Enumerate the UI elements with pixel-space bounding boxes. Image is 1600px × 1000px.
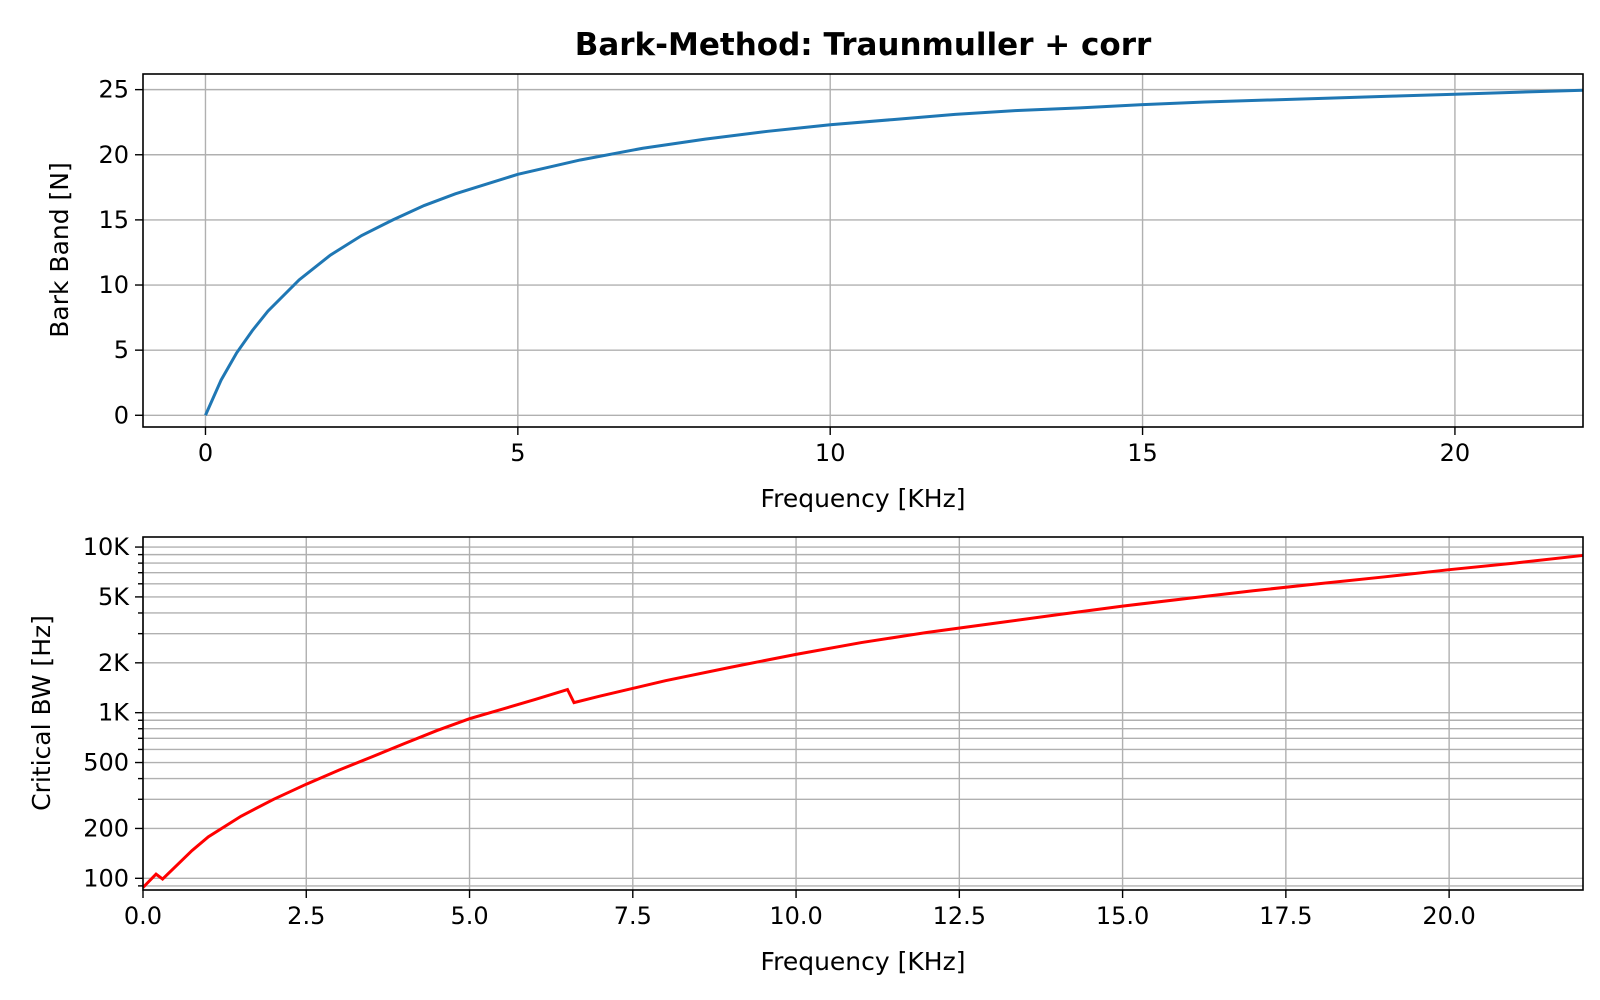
critical-bw-xtick-label: 2.5	[287, 902, 325, 930]
critical-bw-xtick-label: 15.0	[1096, 902, 1149, 930]
bark-band-xlabel: Frequency [KHz]	[761, 484, 966, 513]
bark-band-ytick-label: 20	[98, 141, 129, 169]
critical-bw-xtick-label: 17.5	[1259, 902, 1312, 930]
critical-bw-axes-frame	[142, 536, 1584, 891]
critical-bw-xtick-label: 5.0	[450, 902, 488, 930]
critical-bw-xtick-label: 7.5	[614, 902, 652, 930]
bark-band-xtick-label: 0	[198, 439, 213, 467]
critical-bw-ytick-label: 100	[83, 864, 129, 892]
critical-bw-xtick-label: 10.0	[769, 902, 822, 930]
bark-band-ticks: 0 5 10 15 20 0 5 10 15 20 25	[98, 76, 1470, 467]
bark-band-xtick-label: 20	[1440, 439, 1471, 467]
figure-title: Bark-Method: Traunmuller + corr	[575, 27, 1152, 63]
bark-band-grid	[143, 74, 1583, 427]
critical-bw-xtick-label: 20.0	[1422, 902, 1475, 930]
bark-band-xtick-label: 5	[510, 439, 525, 467]
critical-bw-ytick-label: 2K	[98, 649, 130, 677]
bark-band-ytick-label: 25	[98, 76, 129, 104]
critical-bw-ylabel: Critical BW [Hz]	[27, 615, 56, 811]
critical-bw-ytick-label: 1K	[98, 699, 130, 727]
critical-bw-ytick-label: 10K	[83, 533, 131, 561]
critical-bw-plot: 0.0 2.5 5.0 7.5 10.0 12.5 15.0 17.5 20.0 100 200 50…	[27, 533, 1584, 976]
bark-band-ylabel: Bark Band [N]	[45, 162, 74, 338]
bark-band-xtick-label: 15	[1127, 439, 1158, 467]
critical-bw-ytick-label: 500	[83, 749, 129, 777]
bark-band-axes-frame	[142, 73, 1584, 428]
bark-band-ytick-label: 0	[114, 401, 129, 429]
critical-bw-xtick-label: 0.0	[124, 902, 162, 930]
bark-band-ytick-label: 10	[98, 271, 129, 299]
bark-band-ytick-label: 5	[114, 336, 129, 364]
bark-band-ytick-label: 15	[98, 206, 129, 234]
critical-bw-ticks: 0.0 2.5 5.0 7.5 10.0 12.5 15.0 17.5 20.0 100 200 50…	[83, 533, 1476, 930]
bark-band-plot: 0 5 10 15 20 0 5 10 15 20 25 Frequency [KHz] Bark …	[45, 73, 1584, 513]
bark-band-xtick-label: 10	[815, 439, 846, 467]
critical-bw-curve	[141, 553, 1584, 889]
critical-bw-grid	[142, 537, 1583, 890]
critical-bw-xlabel: Frequency [KHz]	[761, 947, 966, 976]
critical-bw-ytick-label: 5K	[98, 583, 130, 611]
bark-band-curve	[204, 88, 1584, 416]
critical-bw-ytick-label: 200	[83, 814, 129, 842]
critical-bw-xtick-label: 12.5	[933, 902, 986, 930]
